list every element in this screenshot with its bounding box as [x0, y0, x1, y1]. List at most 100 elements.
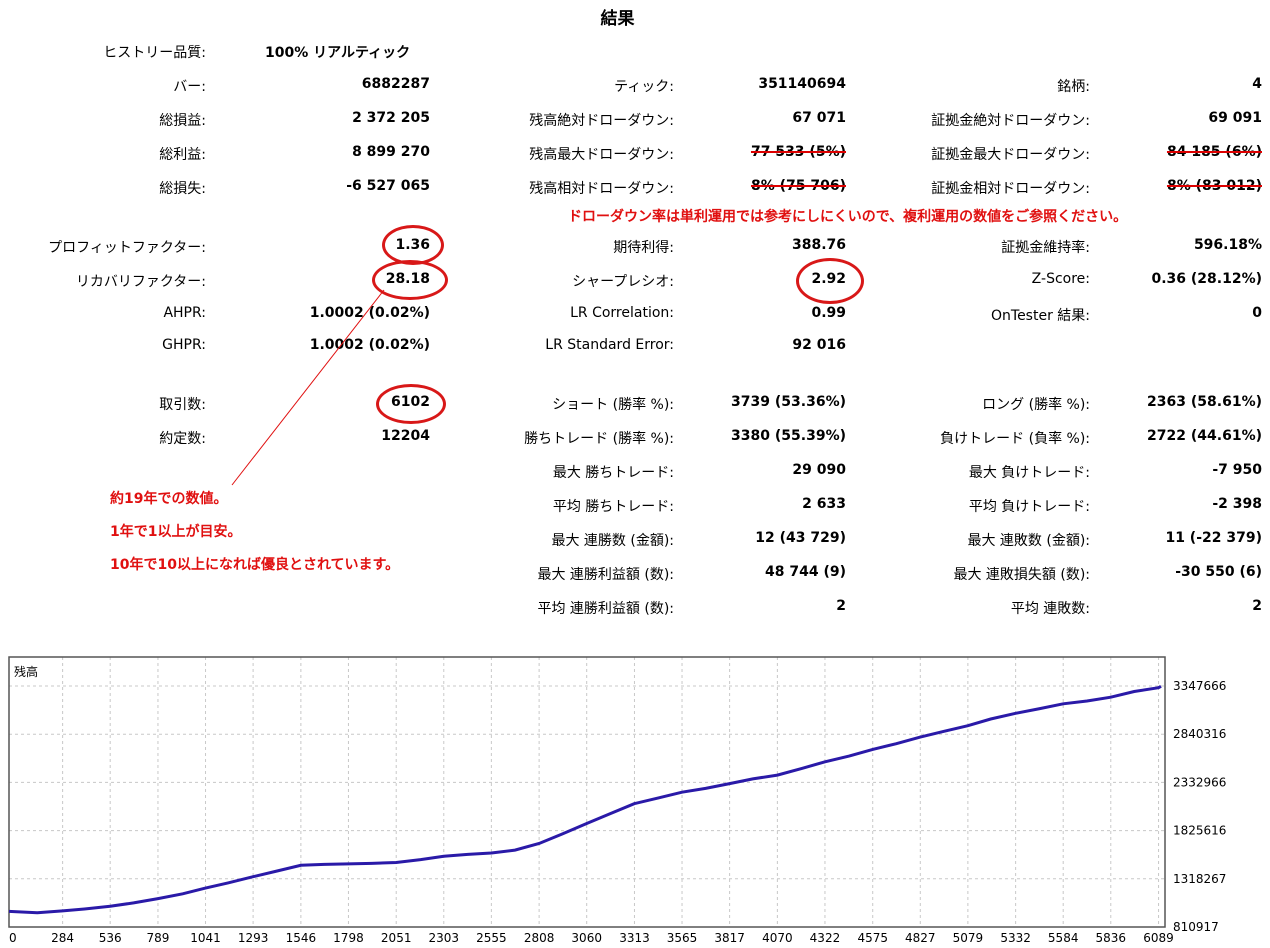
recovery-note-2: 1年で1以上が目安。 — [110, 524, 242, 540]
x-tick-label: 5584 — [1048, 931, 1079, 945]
profit-factor-highlight — [382, 225, 444, 265]
bars-value: 6882287 — [361, 76, 430, 92]
symbols-value: 4 — [1252, 76, 1262, 92]
largest-loss-trade-label: 最大 負けトレード: — [968, 465, 1090, 481]
drawdown-note: ドローダウン率は単利運用では参考にしにくいので、複利運用の数値をご参照ください。 — [568, 209, 1128, 225]
max-consecutive-losses-label: 最大 連敗数 (金額): — [967, 533, 1090, 549]
balance-abs-drawdown-value: 67 071 — [792, 110, 846, 126]
profit-trades-label: 勝ちトレード (勝率 %): — [524, 431, 674, 447]
ahpr-value: 1.0002 (0.02%) — [309, 305, 430, 321]
profit-trades-value: 3380 (55.39%) — [731, 428, 846, 444]
largest-profit-trade-label: 最大 勝ちトレード: — [552, 465, 674, 481]
x-tick-label: 536 — [99, 931, 122, 945]
x-tick-label: 3313 — [619, 931, 650, 945]
avg-consecutive-losses-label: 平均 連敗数: — [1010, 601, 1090, 617]
short-trades-label: ショート (勝率 %): — [552, 397, 674, 413]
max-consecutive-wins-value: 12 (43 729) — [755, 530, 846, 546]
average-profit-trade-value: 2 633 — [802, 496, 846, 512]
long-trades-label: ロング (勝率 %): — [982, 397, 1090, 413]
loss-trades-label: 負けトレード (負率 %): — [940, 431, 1090, 447]
history-quality-value: 100% リアルティック — [265, 45, 411, 61]
balance-chart: 残高 3347666 2840316 2332966 1825616 1318267 81… — [8, 656, 1226, 945]
total-net-profit-value: 2 372 205 — [352, 110, 430, 126]
x-tick-label: 2808 — [524, 931, 555, 945]
balance-abs-drawdown-label: 残高絶対ドローダウン: — [529, 113, 674, 129]
balance-line — [8, 684, 1162, 915]
sharpe-ratio-label: シャープレシオ: — [572, 274, 674, 290]
avg-consecutive-losses-value: 2 — [1252, 598, 1262, 614]
symbols-label: 銘柄: — [1057, 79, 1090, 95]
x-tick-label: 1798 — [333, 931, 364, 945]
equity-max-drawdown-value: 84 185 (6%) — [1166, 144, 1262, 160]
avg-consecutive-wins-value: 2 — [836, 598, 846, 614]
x-tick-label: 284 — [51, 931, 74, 945]
recovery-factor-highlight — [372, 260, 448, 300]
chart-frame — [8, 656, 1166, 928]
ghpr-label: GHPR: — [162, 337, 206, 353]
balance-max-drawdown-label: 残高最大ドローダウン: — [529, 147, 674, 163]
avg-consecutive-wins-label: 平均 連勝利益額 (数): — [537, 601, 674, 617]
x-tick-label: 4575 — [857, 931, 888, 945]
margin-level-value: 596.18% — [1193, 237, 1262, 253]
x-tick-label: 4322 — [810, 931, 841, 945]
balance-rel-drawdown-value: 8% (75 706) — [750, 178, 846, 194]
profit-factor-label: プロフィットファクター: — [48, 240, 206, 256]
x-tick-label: 2555 — [476, 931, 507, 945]
ticks-value: 351140694 — [758, 76, 846, 92]
lr-standard-error-label: LR Standard Error: — [545, 337, 674, 353]
total-trades-highlight — [376, 384, 446, 424]
y-tick-label: 3347666 — [1173, 679, 1226, 693]
max-consecutive-profit-value: 48 744 (9) — [765, 564, 846, 580]
margin-level-label: 証拠金維持率: — [1001, 240, 1090, 256]
max-consecutive-losses-value: 11 (-22 379) — [1165, 530, 1262, 546]
page-title: 結果 — [600, 9, 635, 29]
y-tick-label: 2332966 — [1173, 775, 1226, 789]
bars-label: バー: — [173, 79, 206, 95]
ghpr-value: 1.0002 (0.02%) — [309, 337, 430, 353]
x-tick-label: 2051 — [381, 931, 412, 945]
max-consecutive-loss-value: -30 550 (6) — [1175, 564, 1262, 580]
equity-rel-drawdown-value: 8% (83 012) — [1166, 178, 1262, 194]
largest-profit-trade-value: 29 090 — [792, 462, 846, 478]
largest-loss-trade-value: -7 950 — [1212, 462, 1262, 478]
z-score-value: 0.36 (28.12%) — [1151, 271, 1262, 287]
total-net-profit-label: 総損益: — [159, 113, 206, 129]
x-tick-label: 4827 — [905, 931, 936, 945]
max-consecutive-loss-label: 最大 連敗損失額 (数): — [953, 567, 1090, 583]
gross-loss-label: 総損失: — [159, 181, 206, 197]
lr-correlation-label: LR Correlation: — [570, 305, 674, 321]
ticks-label: ティック: — [614, 79, 674, 95]
average-loss-trade-label: 平均 負けトレード: — [968, 499, 1090, 515]
max-consecutive-profit-label: 最大 連勝利益額 (数): — [537, 567, 674, 583]
balance-max-drawdown-value: 77 533 (5%) — [750, 144, 846, 160]
equity-abs-drawdown-value: 69 091 — [1208, 110, 1262, 126]
total-deals-value: 12204 — [381, 428, 430, 444]
x-tick-label: 5836 — [1096, 931, 1127, 945]
gross-profit-label: 総利益: — [159, 147, 206, 163]
z-score-label: Z-Score: — [1031, 271, 1090, 287]
y-tick-label: 1825616 — [1173, 824, 1226, 838]
recovery-factor-label: リカバリファクター: — [75, 274, 206, 290]
max-consecutive-wins-label: 最大 連勝数 (金額): — [551, 533, 674, 549]
x-tick-label: 2303 — [429, 931, 460, 945]
equity-max-drawdown-label: 証拠金最大ドローダウン: — [931, 147, 1090, 163]
sharpe-ratio-highlight — [796, 258, 864, 304]
chart-title: 残高 — [14, 664, 38, 679]
gross-loss-value: -6 527 065 — [346, 178, 430, 194]
x-tick-label: 3565 — [667, 931, 698, 945]
equity-rel-drawdown-label: 証拠金相対ドローダウン: — [931, 181, 1090, 197]
x-tick-label: 4070 — [762, 931, 793, 945]
ontester-result-value: 0 — [1252, 305, 1262, 321]
loss-trades-value: 2722 (44.61%) — [1147, 428, 1262, 444]
total-trades-label: 取引数: — [159, 397, 206, 413]
ahpr-label: AHPR: — [163, 305, 206, 321]
x-tick-label: 5079 — [953, 931, 984, 945]
x-tick-label: 789 — [147, 931, 170, 945]
gross-profit-value: 8 899 270 — [352, 144, 430, 160]
history-quality-label: ヒストリー品質: — [103, 45, 206, 61]
x-tick-label: 3060 — [571, 931, 602, 945]
long-trades-value: 2363 (58.61%) — [1147, 394, 1262, 410]
x-tick-label: 3817 — [714, 931, 745, 945]
lr-standard-error-value: 92 016 — [792, 337, 846, 353]
x-tick-label: 1546 — [286, 931, 317, 945]
